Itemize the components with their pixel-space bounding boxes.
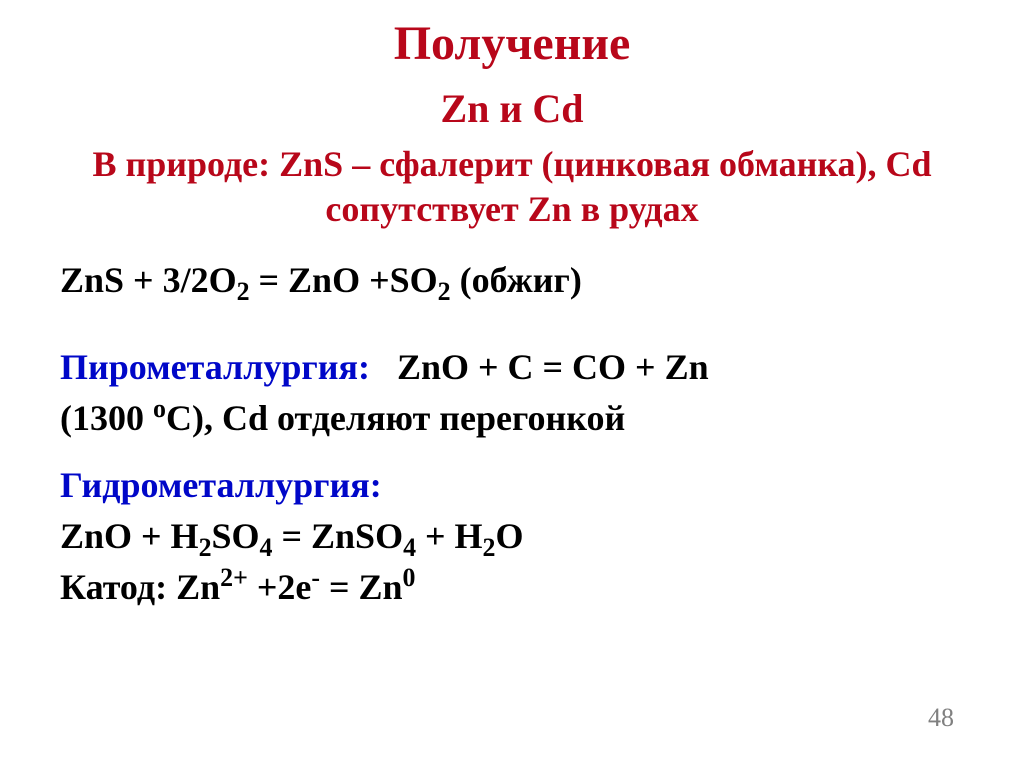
- nature-zn: Zn: [528, 189, 572, 229]
- hydrometallurgy-label: Гидрометаллургия:: [60, 463, 964, 508]
- pyro-label: Пирометаллургия:: [60, 347, 370, 387]
- pyro-cond-o: o: [153, 394, 166, 423]
- cath-pre: Катод: Zn: [60, 567, 220, 607]
- subtitle: Zn и Cd: [60, 85, 964, 132]
- pyro-eq: ZnO + C = CO + Zn: [370, 347, 709, 387]
- pyro-cond-a: (1300: [60, 398, 153, 438]
- eq2-d: + H: [416, 516, 483, 556]
- eq2-s4: 2: [483, 533, 496, 562]
- slide: Получение Zn и Cd В природе: ZnS – сфале…: [0, 0, 1024, 767]
- eq1-b: = ZnO +SO: [250, 260, 438, 300]
- eq1-sub2: 2: [438, 277, 451, 306]
- nature-zns: ZnS: [279, 144, 343, 184]
- nature-cd: Cd: [886, 144, 932, 184]
- roasting-equation: ZnS + 3/2O2 = ZnO +SO2 (обжиг): [60, 258, 964, 303]
- pyrometallurgy-cond: (1300 oC), Cd отделяют перегонкой: [60, 396, 964, 441]
- pyrometallurgy-line: Пирометаллургия: ZnO + C = CO + Zn: [60, 345, 964, 390]
- nature-post2: в рудах: [572, 189, 699, 229]
- eq1-sub1: 2: [237, 277, 250, 306]
- cath-e-sup: -: [311, 563, 320, 592]
- cath-mid: +2e: [248, 567, 312, 607]
- subtitle-zn: Zn: [440, 86, 499, 131]
- eq2-s3: 4: [403, 533, 416, 562]
- cath-charge: 2+: [220, 563, 248, 592]
- nature-pre: В природе:: [92, 144, 279, 184]
- eq2-a: ZnO + H: [60, 516, 199, 556]
- eq2-e: O: [496, 516, 524, 556]
- subtitle-cd: Cd: [522, 86, 583, 131]
- eq2-s2: 4: [260, 533, 273, 562]
- subtitle-and: и: [499, 86, 522, 131]
- eq2-s1: 2: [199, 533, 212, 562]
- eq1-a: ZnS + 3/2O: [60, 260, 237, 300]
- cath-eq: = Zn: [320, 567, 403, 607]
- eq1-c: (обжиг): [451, 260, 582, 300]
- page-number: 48: [928, 703, 954, 733]
- nature-mid: – сфалерит (цинковая обманка),: [343, 144, 885, 184]
- nature-line: В природе: ZnS – сфалерит (цинковая обма…: [60, 142, 964, 232]
- cathode-line: Катод: Zn2+ +2e- = Zn0: [60, 565, 964, 610]
- eq2-b: SO: [212, 516, 260, 556]
- pyro-cond-b: C), Cd отделяют перегонкой: [166, 398, 625, 438]
- hydro-equation: ZnO + H2SO4 = ZnSO4 + H2O: [60, 514, 964, 559]
- eq2-c: = ZnSO: [273, 516, 404, 556]
- nature-post1: сопутствует: [325, 189, 527, 229]
- cath-zero: 0: [403, 563, 416, 592]
- slide-title: Получение: [60, 18, 964, 71]
